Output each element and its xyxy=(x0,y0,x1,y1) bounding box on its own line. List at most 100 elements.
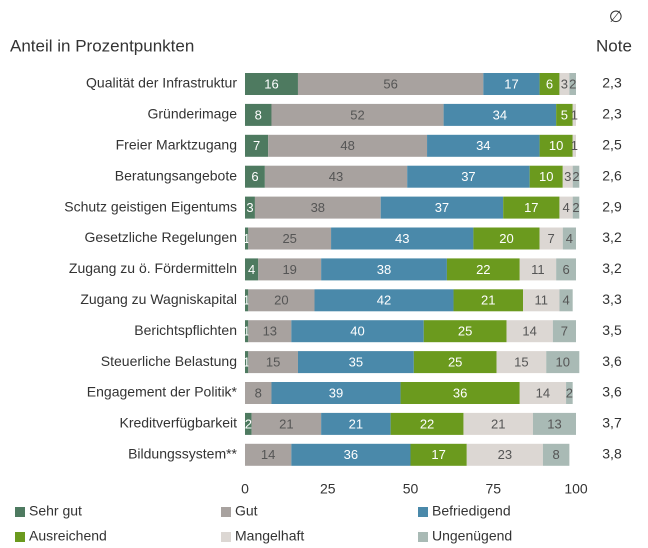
segment-label: 8 xyxy=(255,107,262,122)
segment-label: 7 xyxy=(561,324,568,339)
bar-segment xyxy=(248,227,332,250)
segment-label: 1 xyxy=(243,293,250,308)
segment-label: 20 xyxy=(274,293,288,308)
category-label: Bildungssystem** xyxy=(128,446,237,462)
segment-label: 14 xyxy=(261,447,275,462)
bar-segment xyxy=(248,351,298,374)
bar-segment xyxy=(248,289,315,312)
segment-label: 6 xyxy=(251,169,258,184)
legend-swatch xyxy=(418,532,428,542)
bar-segment xyxy=(423,320,507,343)
bar-segment xyxy=(248,320,292,343)
note-value: 2,3 xyxy=(602,106,622,122)
bar-segment xyxy=(410,443,467,466)
bar-segment xyxy=(542,443,570,466)
bar-segment xyxy=(483,73,540,95)
bar-segment xyxy=(245,258,259,281)
chart-title: Anteil in Prozentpunkten xyxy=(10,36,194,55)
bar-segment xyxy=(291,320,424,343)
bar-segment xyxy=(532,412,576,435)
bar-segment xyxy=(443,103,557,126)
segment-label: 43 xyxy=(329,169,343,184)
segment-label: 2 xyxy=(572,169,579,184)
bar-segment xyxy=(559,73,570,95)
bar-segment xyxy=(271,103,444,126)
note-value: 2,3 xyxy=(602,75,622,91)
bar-segment xyxy=(380,196,504,219)
segment-label: 22 xyxy=(476,262,490,277)
bar-segment xyxy=(572,196,580,219)
segment-label: 21 xyxy=(279,416,293,431)
segment-label: 20 xyxy=(499,231,513,246)
legend-label: Mangelhaft xyxy=(235,528,304,544)
segment-label: 25 xyxy=(458,324,472,339)
legend-label: Ausreichend xyxy=(29,528,107,544)
segment-label: 4 xyxy=(248,262,255,277)
legend-swatch xyxy=(221,507,231,517)
bar-segment xyxy=(331,227,474,250)
bar-segment xyxy=(297,73,484,95)
segment-label: 6 xyxy=(546,76,553,91)
segment-label: 1 xyxy=(571,107,578,122)
segment-label: 6 xyxy=(562,262,569,277)
legend-label: Gut xyxy=(235,503,258,519)
segment-label: 2 xyxy=(572,200,579,215)
segment-label: 17 xyxy=(524,200,538,215)
segment-label: 5 xyxy=(561,107,568,122)
legend-swatch xyxy=(15,507,25,517)
category-label: Kreditverfügbarkeit xyxy=(119,415,237,431)
bar-segment xyxy=(245,412,252,435)
category-label: Qualität der Infrastruktur xyxy=(86,75,237,91)
bar-segment xyxy=(413,351,497,374)
category-label: Berichtspflichten xyxy=(134,322,237,338)
category-label: Steuerliche Belastung xyxy=(101,353,237,369)
bar-segment xyxy=(572,134,576,157)
segment-label: 13 xyxy=(263,324,277,339)
segment-label: 2 xyxy=(569,76,576,91)
segment-label: 35 xyxy=(349,355,363,370)
segment-label: 34 xyxy=(493,107,507,122)
note-symbol: ∅ xyxy=(609,9,623,26)
segment-label: 4 xyxy=(562,293,569,308)
x-tick-label: 75 xyxy=(485,481,501,497)
segment-label: 1 xyxy=(243,355,250,370)
segment-label: 3 xyxy=(561,76,568,91)
bar-segment xyxy=(572,103,576,126)
legend-label: Befriedigend xyxy=(432,503,511,519)
segment-label: 3 xyxy=(564,169,571,184)
note-value: 3,6 xyxy=(602,353,622,369)
segment-label: 13 xyxy=(547,416,561,431)
bar-segment xyxy=(539,73,560,95)
bar-segment xyxy=(446,258,520,281)
bar-segment xyxy=(268,134,428,157)
bar-segment xyxy=(245,165,265,188)
bar-segment xyxy=(407,165,530,188)
segment-label: 14 xyxy=(522,324,536,339)
bar-segment xyxy=(519,258,557,281)
segment-label: 36 xyxy=(344,447,358,462)
bar-segment xyxy=(473,227,540,250)
x-tick-label: 25 xyxy=(320,481,336,497)
bar-segment xyxy=(559,196,573,219)
segment-label: 38 xyxy=(377,262,391,277)
segment-label: 25 xyxy=(448,355,462,370)
note-value: 3,7 xyxy=(602,415,622,431)
bar-segment xyxy=(539,134,573,157)
segment-label: 43 xyxy=(395,231,409,246)
legend-label: Ungenügend xyxy=(432,528,512,544)
bar-segment xyxy=(463,412,533,435)
segment-label: 34 xyxy=(476,138,490,153)
segment-label: 3 xyxy=(246,200,253,215)
category-label: Schutz geistigen Eigentums xyxy=(64,198,237,214)
bar-segment xyxy=(562,227,576,250)
segment-label: 2 xyxy=(245,416,252,431)
bar-segment xyxy=(539,227,563,250)
note-value: 3,3 xyxy=(602,291,622,307)
note-value: 2,9 xyxy=(602,198,622,214)
segment-label: 11 xyxy=(531,262,545,277)
segment-label: 22 xyxy=(420,416,434,431)
bar-segment xyxy=(562,165,573,188)
bar-segment xyxy=(572,165,580,188)
note-value: 3,2 xyxy=(602,229,622,245)
